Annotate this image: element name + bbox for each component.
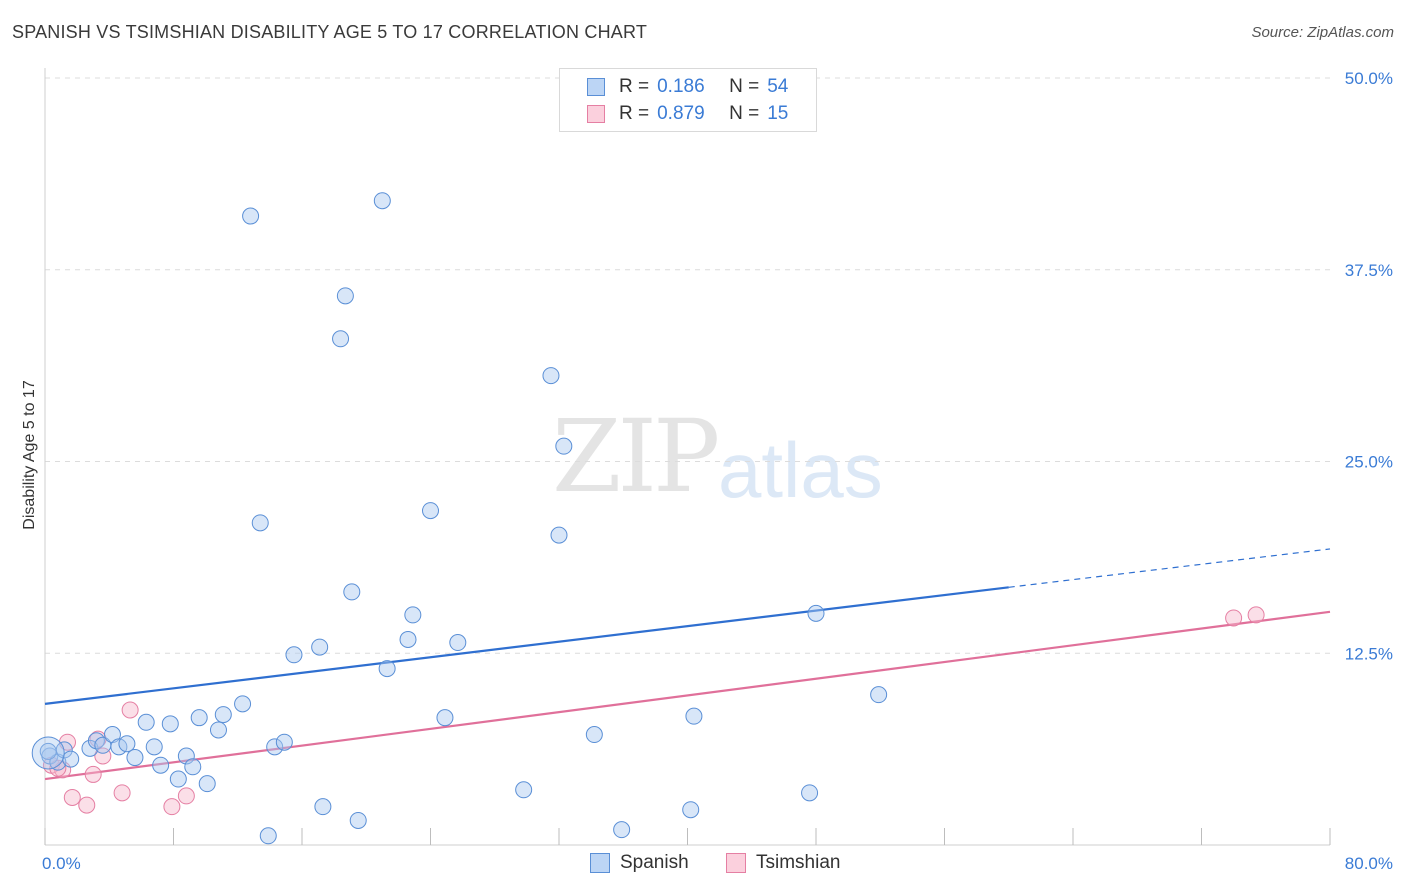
point-spanish [251, 514, 269, 532]
legend-n-value: 15 [767, 103, 789, 124]
point-spanish [585, 726, 603, 744]
trend-lines [44, 548, 1331, 781]
point-spanish [613, 821, 631, 839]
point-spanish [242, 207, 260, 225]
point-spanish [555, 437, 573, 455]
bottom-legend-spanish: Spanish [590, 852, 689, 874]
point-spanish [39, 742, 57, 760]
point-tsimshian [163, 798, 181, 816]
source-label: Source: ZipAtlas.com [1251, 24, 1394, 41]
trend-line-spanish-extension [1008, 548, 1331, 588]
point-tsimshian [177, 787, 195, 805]
point-tsimshian [49, 759, 67, 777]
legend-n-label: N = [729, 103, 760, 124]
point-spanish [449, 634, 467, 652]
point-spanish [285, 646, 303, 664]
legend-row-tsimshian: R = 0.879 N = 15 [560, 101, 788, 127]
legend-n-label: N = [729, 76, 760, 97]
correlation-legend: R = 0.186 N = 54 R = 0.879 N = 15 [559, 68, 817, 132]
point-spanish [311, 638, 329, 656]
legend-swatch-tsimshian [587, 105, 605, 123]
point-tsimshian [121, 701, 139, 719]
point-spanish [682, 801, 700, 819]
point-spanish [515, 781, 533, 799]
y-tick-label: 25.0% [1345, 453, 1393, 472]
legend-r-value: 0.879 [657, 103, 705, 124]
point-spanish [259, 827, 277, 845]
point-tsimshian [1225, 609, 1243, 627]
point-spanish [137, 713, 155, 731]
x-tick-label: 0.0% [42, 854, 81, 873]
point-spanish [436, 709, 454, 727]
bottom-legend-swatch-tsimshian [726, 853, 746, 873]
watermark-atlas: atlas [718, 426, 883, 514]
point-spanish [870, 686, 888, 704]
legend-r-value: 0.186 [657, 76, 705, 97]
legend-swatch-spanish [587, 78, 605, 96]
trend-line-tsimshian [44, 610, 1331, 781]
point-spanish [807, 604, 825, 622]
point-spanish [685, 707, 703, 725]
point-tsimshian [63, 788, 81, 806]
point-spanish [198, 775, 216, 793]
trend-line-spanish [44, 586, 1009, 705]
bottom-legend-swatch-spanish [590, 853, 610, 873]
point-spanish [336, 287, 354, 305]
point-spanish [314, 798, 332, 816]
point-spanish [349, 811, 367, 829]
point-spanish-cluster [31, 736, 65, 770]
y-tick-label: 37.5% [1345, 261, 1393, 280]
point-spanish [161, 715, 179, 733]
point-tsimshian [113, 784, 131, 802]
point-spanish [550, 526, 568, 544]
chart-title: SPANISH VS TSIMSHIAN DISABILITY AGE 5 TO… [12, 22, 648, 42]
point-spanish [378, 660, 396, 678]
bottom-legend-label-spanish: Spanish [620, 852, 689, 873]
point-spanish [169, 770, 187, 788]
legend-n-value: 54 [767, 76, 789, 97]
point-spanish [234, 695, 252, 713]
axes [44, 68, 1331, 846]
point-spanish [177, 747, 195, 765]
bottom-legend-tsimshian: Tsimshian [726, 852, 840, 874]
gridlines [45, 77, 1330, 654]
point-spanish [801, 784, 819, 802]
y-axis-label: Disability Age 5 to 17 [21, 380, 38, 530]
legend-row-spanish: R = 0.186 N = 54 [560, 74, 788, 100]
point-spanish [275, 733, 293, 751]
point-spanish [373, 192, 391, 210]
point-spanish [422, 502, 439, 520]
tick-labels: 12.5% 25.0% 37.5% 50.0% 0.0% 80.0% [42, 69, 1393, 873]
point-spanish [399, 630, 417, 648]
point-spanish [542, 367, 560, 385]
x-tick-label: 80.0% [1345, 854, 1393, 873]
point-spanish [126, 749, 144, 767]
point-spanish [62, 750, 80, 768]
legend-r-label: R = [619, 76, 650, 97]
point-spanish [332, 330, 350, 348]
point-spanish [145, 738, 163, 756]
point-spanish [209, 721, 227, 739]
legend-r-label: R = [619, 103, 650, 124]
point-spanish [343, 583, 361, 601]
point-spanish [152, 756, 170, 774]
point-spanish [190, 709, 208, 727]
data-points [31, 192, 1265, 845]
point-spanish [184, 758, 202, 776]
watermark-zip: ZIP [552, 398, 720, 515]
point-tsimshian [1247, 606, 1265, 624]
point-spanish [214, 706, 232, 724]
point-spanish [118, 735, 136, 753]
point-tsimshian [84, 765, 102, 783]
point-spanish [404, 606, 422, 624]
y-tick-label: 12.5% [1345, 644, 1393, 663]
bottom-legend-label-tsimshian: Tsimshian [756, 852, 841, 873]
y-tick-label: 50.0% [1345, 69, 1393, 88]
point-spanish [266, 738, 284, 756]
point-tsimshian [78, 796, 96, 814]
